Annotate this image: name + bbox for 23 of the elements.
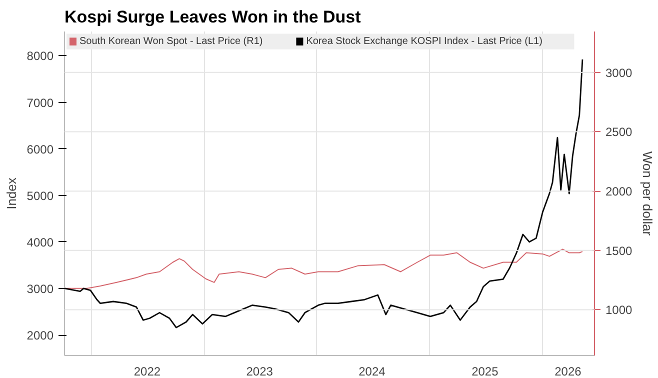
y-axis-title: Index [4,177,19,210]
legend-label: South Korean Won Spot - Last Price (R1) [80,36,263,48]
legend-label: Korea Stock Exchange KOSPI Index - Last Price (L1) [306,36,542,48]
y2-tick-label: 3000 [606,66,633,80]
y-tick-label: 4000 [26,235,54,250]
x-tick-label: 2025 [472,364,499,378]
chart-title: Kospi Surge Leaves Won in the Dust [64,8,362,26]
y-tick-label: 7000 [26,96,54,110]
x-tick-label: 2023 [246,364,274,378]
x-tick-label: 2022 [134,364,161,378]
y2-tick-label: 1000 [606,303,633,318]
line-series [64,248,583,289]
y-tick-label: 6000 [26,142,54,156]
y2-tick-label: 1500 [606,244,633,258]
y-tick-label: 8000 [26,49,54,64]
y-tick-label: 3000 [26,282,54,296]
y2-tick-label: 2000 [606,184,633,199]
y2-axis-title: Won per dollar [640,151,656,236]
y-tick-label: 2000 [26,328,54,343]
x-tick-label: 2024 [358,364,386,378]
y-tick-label: 5000 [26,188,54,203]
x-tick-label: 2026 [554,364,582,378]
y2-tick-label: 2500 [606,125,633,140]
